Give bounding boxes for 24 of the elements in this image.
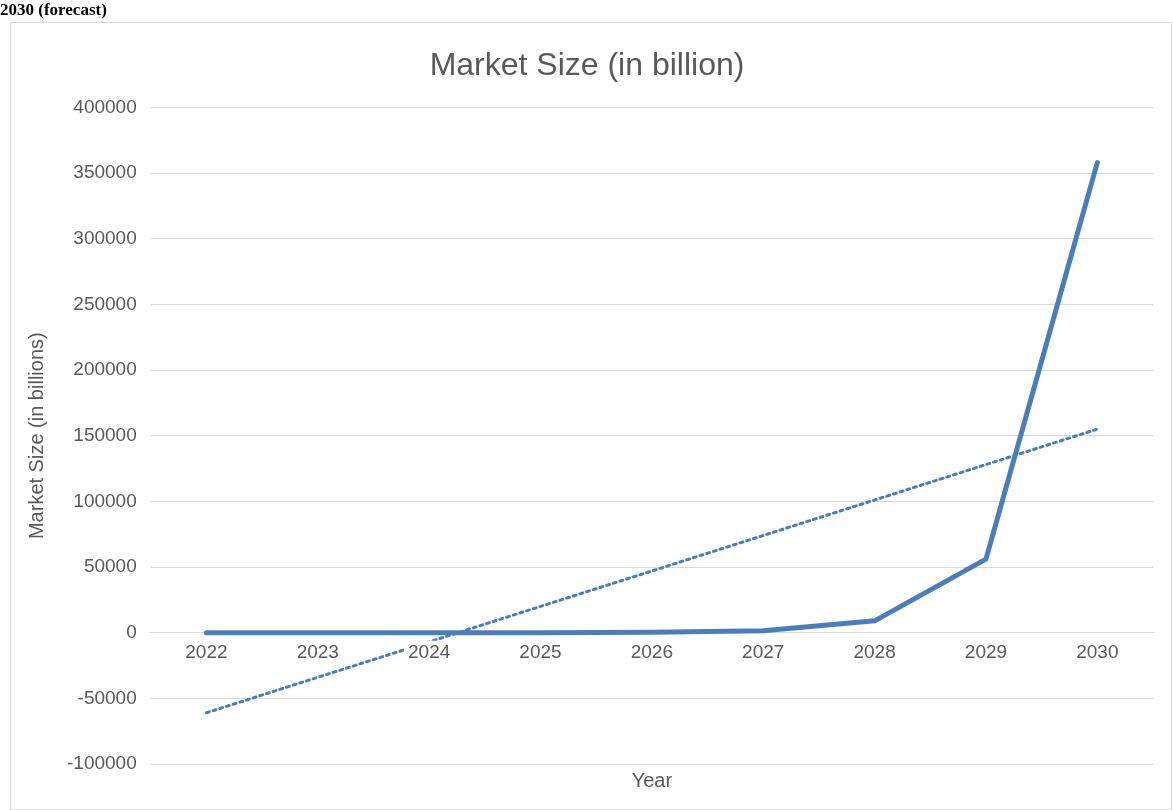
y-tick-label: 50000 bbox=[83, 555, 137, 577]
y-axis-title: Market Size (in billions) bbox=[24, 332, 47, 540]
x-tick-label: 2026 bbox=[630, 641, 673, 663]
x-tick-label: 2025 bbox=[519, 641, 562, 663]
text: 2030 (forecast) bbox=[0, 0, 107, 20]
x-tick-label: 2029 bbox=[964, 641, 1008, 663]
chart-title: Market Size (in billion) bbox=[429, 46, 745, 83]
x-tick-label: 2027 bbox=[742, 641, 785, 663]
x-tick-label: 2028 bbox=[853, 641, 896, 663]
x-tick-label: 2023 bbox=[296, 641, 339, 663]
x-tick-label: 2022 bbox=[185, 641, 228, 663]
y-tick-label: 400000 bbox=[73, 95, 137, 117]
y-tick-label: 0 bbox=[126, 620, 137, 642]
x-tick-label: 2030 bbox=[1076, 641, 1119, 663]
y-tick-label: 350000 bbox=[73, 161, 137, 183]
y-tick-label: 200000 bbox=[73, 358, 137, 380]
y-tick-label: 250000 bbox=[73, 292, 137, 314]
x-tick-label: 2024 bbox=[408, 641, 451, 663]
y-tick-label: -50000 bbox=[77, 686, 137, 708]
y-tick-label: -100000 bbox=[66, 752, 137, 774]
y-tick-label: 100000 bbox=[73, 489, 137, 511]
y-tick-label: 150000 bbox=[73, 423, 137, 445]
y-tick-label: 300000 bbox=[73, 226, 137, 248]
x-axis-title: Year bbox=[631, 768, 673, 791]
